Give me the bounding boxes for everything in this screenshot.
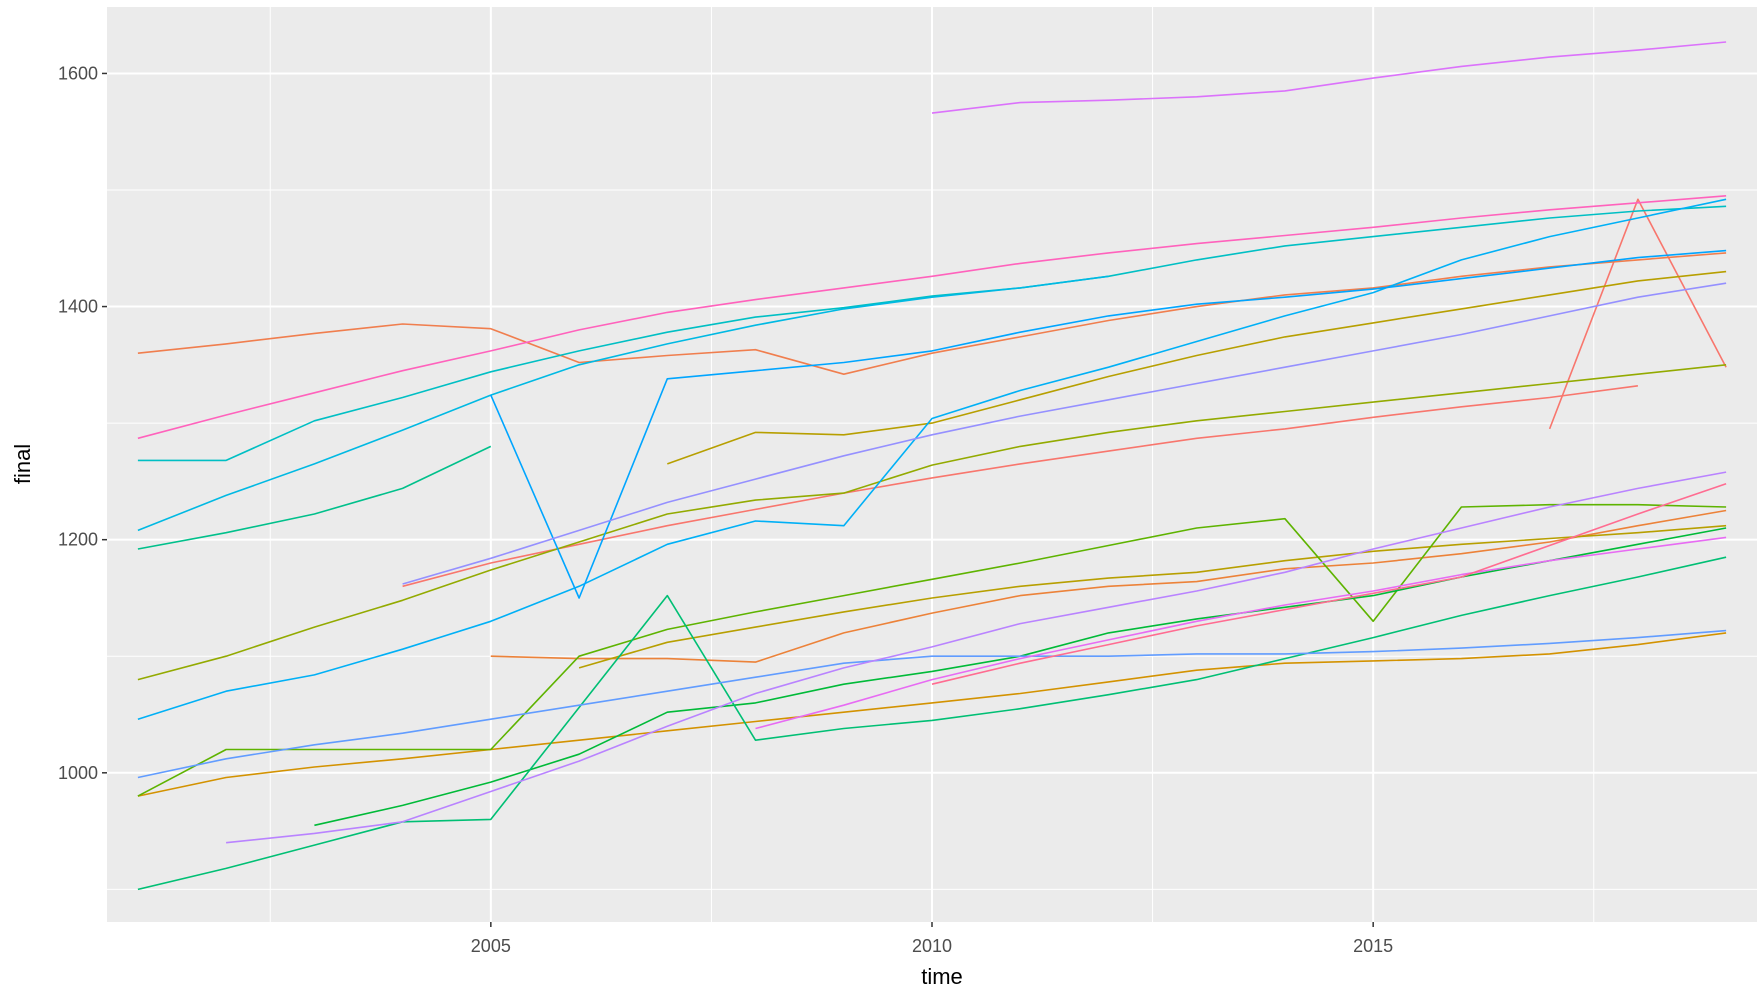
- series-line-15: [137, 198, 1727, 720]
- series-line-19: [226, 471, 1727, 844]
- series-line-7: [667, 270, 1727, 465]
- y-tick-label: 1000: [58, 763, 98, 783]
- x-axis-title: time: [921, 964, 963, 989]
- series-line-3: [490, 509, 1727, 663]
- series-line-21: [755, 536, 1727, 730]
- y-axis: 1000 1200 1400 1600: [58, 63, 107, 783]
- series-line-13: [137, 205, 1727, 462]
- series-line-17: [137, 629, 1727, 779]
- series-line-5: [137, 632, 1727, 797]
- y-axis-title: final: [10, 444, 35, 484]
- series-line-18: [402, 282, 1727, 585]
- y-tick-label: 1400: [58, 297, 98, 317]
- series-line-12: [137, 445, 492, 550]
- x-tick-label: 2015: [1353, 936, 1393, 956]
- series-line-22: [137, 195, 1727, 440]
- x-axis: 2005 2010 2015: [471, 922, 1393, 956]
- series-line-1: [1548, 198, 1727, 430]
- series-line-14: [137, 275, 1109, 532]
- series-lines: [137, 41, 1727, 891]
- y-tick-label: 1200: [58, 530, 98, 550]
- y-tick-label: 1600: [58, 63, 98, 83]
- series-line-16: [490, 249, 1727, 599]
- x-tick-label: 2005: [471, 936, 511, 956]
- series-line-8: [137, 364, 1727, 681]
- series-line-23: [931, 482, 1727, 685]
- series-line-6: [578, 524, 1727, 669]
- x-tick-label: 2010: [912, 936, 952, 956]
- series-line-20: [931, 41, 1727, 114]
- series-line-9: [137, 503, 1727, 797]
- series-line-4: [402, 385, 1639, 588]
- series-line-2: [137, 252, 1727, 376]
